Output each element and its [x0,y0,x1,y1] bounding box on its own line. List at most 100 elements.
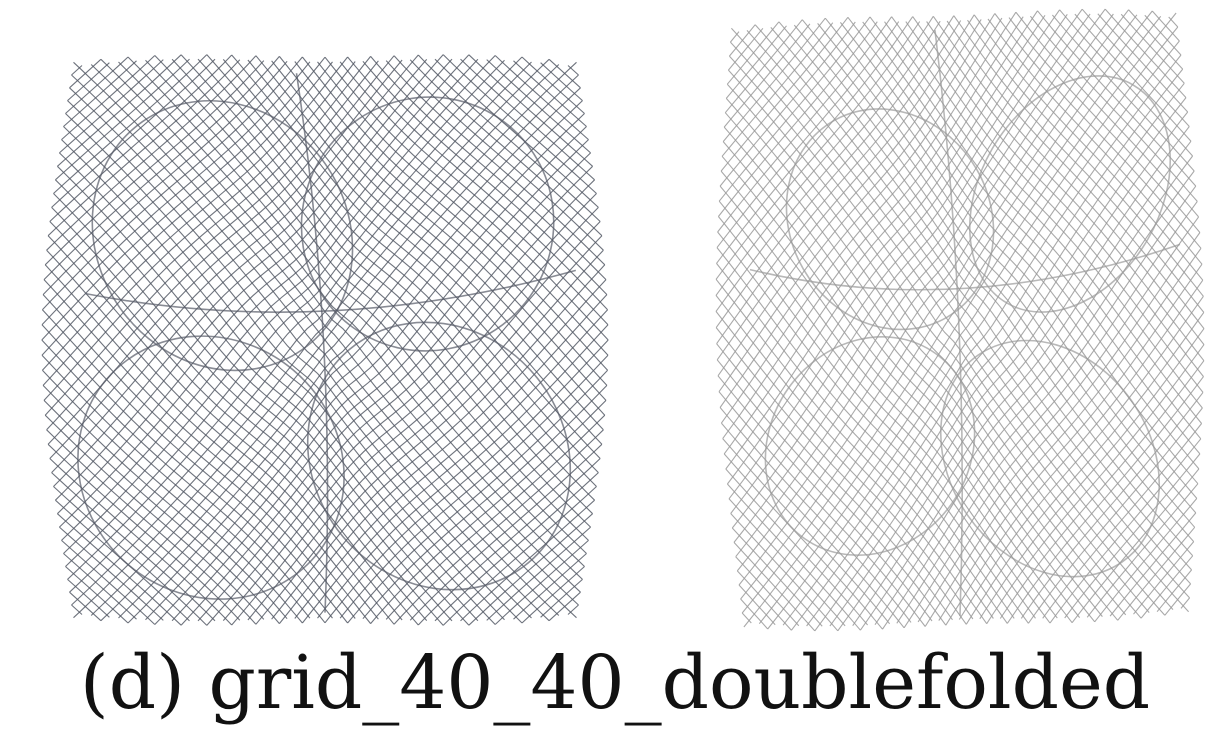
mesh-strand [1042,423,1203,619]
mesh-strand [247,235,603,621]
mesh-strand [145,59,587,554]
mesh-strand [41,354,311,619]
mesh-strand [1020,392,1204,619]
mesh-strand [51,58,216,208]
mesh-strand [723,10,1038,455]
mesh-strand [716,16,914,264]
mesh-strand [55,58,190,181]
mesh-strand [716,247,1015,619]
mesh-strand [171,58,591,528]
mesh-strand [917,232,1201,623]
mesh-strand [63,60,137,127]
mesh-strand [715,278,994,619]
mesh-strand [521,566,585,624]
mesh-strand [727,27,764,71]
mesh-render-left [41,54,609,626]
mesh-strand [294,294,608,619]
mesh-strand [720,170,1073,624]
mesh-strand [1064,453,1201,619]
fold-crease [968,75,1172,313]
mesh-strand [1094,498,1198,623]
mesh-strand [206,193,597,626]
mesh-strand [47,235,403,621]
mesh-panel-right [710,5,1210,635]
mesh-strand [61,539,156,625]
mesh-strand [1133,541,1195,615]
mesh-strand [717,216,1036,619]
mesh-strand [63,59,505,554]
mesh-strand [722,438,891,625]
mesh-strand [782,54,1182,626]
mesh-strand [247,59,603,445]
mesh-lines [715,8,1205,632]
mesh-strand [718,16,871,202]
mesh-strand [1140,555,1194,619]
mesh-strand [434,58,599,208]
mesh-strand [206,54,597,487]
mesh-strand [42,385,288,620]
mesh-strand [118,61,583,580]
mesh-strand [434,472,599,622]
mesh-strand [730,8,1083,514]
mesh-strand [1120,13,1185,84]
mesh-strand [859,155,1194,631]
mesh-strand [71,65,83,76]
mesh-strand [47,59,241,237]
mesh-strand [317,61,609,356]
mesh-strand [1006,376,1204,624]
mesh-strand [716,343,953,621]
mesh-strand [460,58,595,181]
mesh-strand [67,62,110,102]
mesh-strand [852,140,1192,627]
mesh-strand [362,60,608,295]
mesh-strand [806,82,1185,627]
mesh-strand [720,16,849,172]
mesh-strand [385,60,606,266]
mesh-strand [1168,16,1179,28]
mesh-strand [1081,8,1190,127]
mesh-strand [271,264,606,620]
mesh-strand [874,170,1195,626]
mesh-strand [417,458,601,626]
mesh-strand [41,324,333,619]
figure-caption: (d) grid_40_40_doublefolded [79,640,1151,726]
mesh-strand [1156,569,1193,613]
mesh-strand [720,11,1017,424]
mesh-strand [715,311,974,620]
mesh-strand [715,295,988,625]
mesh-strand [730,513,839,632]
mesh-strand [41,56,349,371]
fold-crease [85,269,577,313]
mesh-strand [987,18,1203,265]
mesh-strand [735,13,1114,558]
mesh-strand [967,19,1204,297]
mesh-strand [729,41,1174,610]
mesh-strand [905,21,1204,393]
mesh-strand [67,578,110,618]
mesh-render-right [715,8,1205,632]
mesh-strand [494,55,589,141]
mesh-strand [793,24,1195,542]
mesh-strand [145,126,587,621]
mesh-strand [43,56,372,401]
mesh-strand [44,60,379,416]
mesh-strand [725,98,1127,616]
mesh-strand [301,309,609,624]
mesh-strand [719,407,912,623]
mesh-strand [231,221,601,626]
mesh-strand [924,247,1202,627]
mesh-strand [53,54,444,487]
mesh-strand [728,498,846,627]
fold-crease [295,73,329,613]
mesh-strand [770,27,1193,571]
mesh-strand [468,513,593,626]
mesh-strand [49,54,233,222]
mesh-strand [1097,13,1189,113]
mesh-strand [567,65,579,76]
mesh-strand [567,604,579,615]
mesh-strand [729,31,740,43]
mesh-strand [42,60,288,295]
mesh-strand [71,74,560,616]
mesh-strand [1144,14,1182,56]
mesh-strand [347,369,608,624]
